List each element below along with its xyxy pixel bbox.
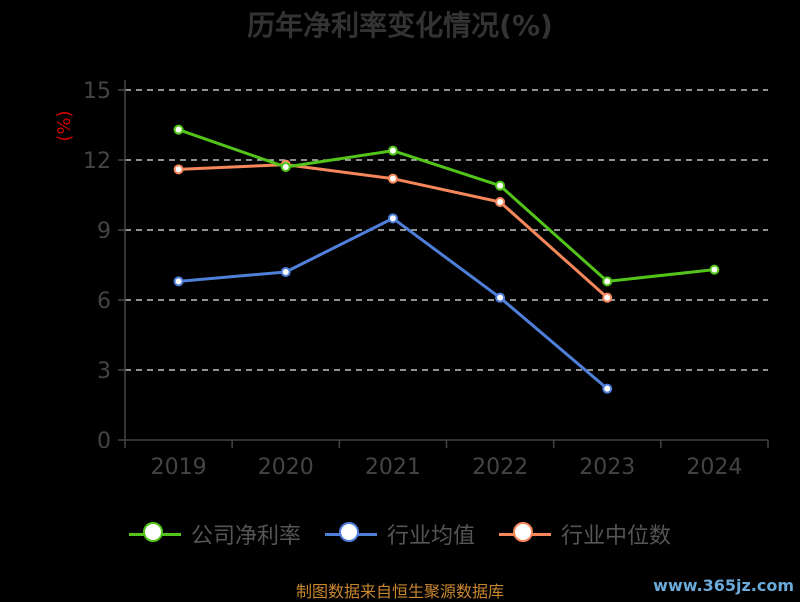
x-tick-label: 2019 <box>151 455 207 480</box>
legend-item[interactable]: 行业均值 <box>324 518 475 550</box>
series-line <box>178 128 715 283</box>
data-point <box>709 264 720 275</box>
x-tick-label: 2023 <box>579 455 635 480</box>
legend-label: 公司净利率 <box>190 524 301 549</box>
legend-item[interactable]: 行业中位数 <box>499 518 671 550</box>
legend-label: 行业中位数 <box>561 524 672 549</box>
y-tick-label: 0 <box>97 429 111 454</box>
data-point <box>173 164 184 175</box>
x-tick-label: 2020 <box>258 455 314 480</box>
data-point <box>280 267 291 277</box>
y-tick-label: 3 <box>97 359 111 384</box>
legend-item[interactable]: 公司净利率 <box>128 518 301 550</box>
legend-label: 行业均值 <box>386 524 475 549</box>
data-point <box>387 145 398 156</box>
source-note: 制图数据来自恒生聚源数据库 <box>295 582 504 601</box>
data-point <box>280 162 291 172</box>
data-point <box>387 173 398 184</box>
legend-marker-icon <box>499 522 551 544</box>
y-tick-label: 15 <box>83 79 111 104</box>
x-tick-label: 2022 <box>472 455 528 480</box>
series-line <box>178 216 609 390</box>
watermark: www.365jz.com <box>653 576 794 595</box>
legend-marker-icon <box>128 522 181 544</box>
data-point <box>602 292 613 303</box>
legend-marker-icon <box>324 522 377 544</box>
data-point <box>173 276 184 287</box>
data-point <box>387 213 398 224</box>
y-tick-label: 12 <box>83 149 111 174</box>
data-point <box>495 292 506 303</box>
x-tick-label: 2021 <box>365 455 421 480</box>
legend: 公司净利率 行业均值 行业中位数 <box>0 518 800 550</box>
data-point <box>173 124 184 135</box>
data-point <box>495 180 506 191</box>
data-point <box>602 276 613 287</box>
data-point <box>495 197 506 207</box>
y-tick-label: 6 <box>97 289 111 314</box>
y-tick-label: 9 <box>97 219 111 244</box>
series-line <box>178 163 609 299</box>
chart-title: 历年净利率变化情况(%) <box>247 9 553 42</box>
y-axis-label: (%) <box>54 110 75 141</box>
x-tick-label: 2024 <box>686 455 742 480</box>
data-point <box>602 383 613 394</box>
